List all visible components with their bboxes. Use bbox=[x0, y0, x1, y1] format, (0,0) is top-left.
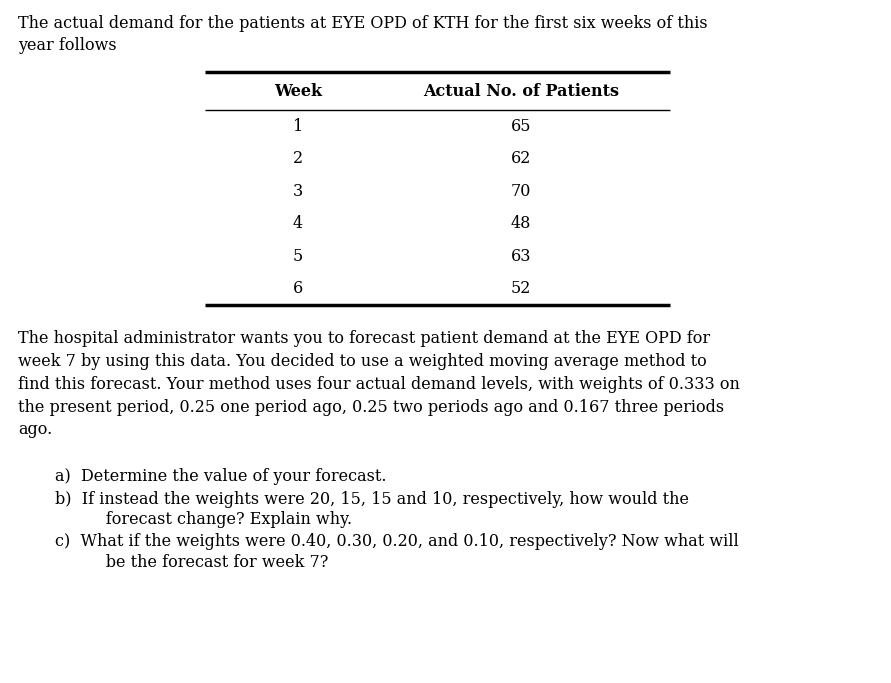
Text: b)  If instead the weights were 20, 15, 15 and 10, respectively, how would the: b) If instead the weights were 20, 15, 1… bbox=[55, 491, 689, 508]
Text: Actual No. of Patients: Actual No. of Patients bbox=[423, 83, 619, 100]
Text: 52: 52 bbox=[511, 280, 531, 297]
Text: 65: 65 bbox=[511, 117, 531, 135]
Text: be the forecast for week 7?: be the forecast for week 7? bbox=[75, 554, 329, 571]
Text: 2: 2 bbox=[293, 150, 303, 167]
Text: a)  Determine the value of your forecast.: a) Determine the value of your forecast. bbox=[55, 468, 387, 485]
Text: 48: 48 bbox=[511, 215, 531, 232]
Text: 5: 5 bbox=[293, 248, 303, 265]
Text: 70: 70 bbox=[511, 183, 531, 199]
Text: 1: 1 bbox=[293, 117, 303, 135]
Text: 62: 62 bbox=[511, 150, 531, 167]
Text: 3: 3 bbox=[293, 183, 303, 199]
Text: Week: Week bbox=[274, 83, 322, 100]
Text: The hospital administrator wants you to forecast patient demand at the EYE OPD f: The hospital administrator wants you to … bbox=[18, 330, 740, 438]
Text: c)  What if the weights were 0.40, 0.30, 0.20, and 0.10, respectively? Now what : c) What if the weights were 0.40, 0.30, … bbox=[55, 533, 739, 550]
Text: 63: 63 bbox=[511, 248, 531, 265]
Text: 6: 6 bbox=[293, 280, 303, 297]
Text: 4: 4 bbox=[293, 215, 303, 232]
Text: The actual demand for the patients at EYE OPD of KTH for the first six weeks of : The actual demand for the patients at EY… bbox=[18, 15, 707, 54]
Text: forecast change? Explain why.: forecast change? Explain why. bbox=[75, 511, 352, 528]
